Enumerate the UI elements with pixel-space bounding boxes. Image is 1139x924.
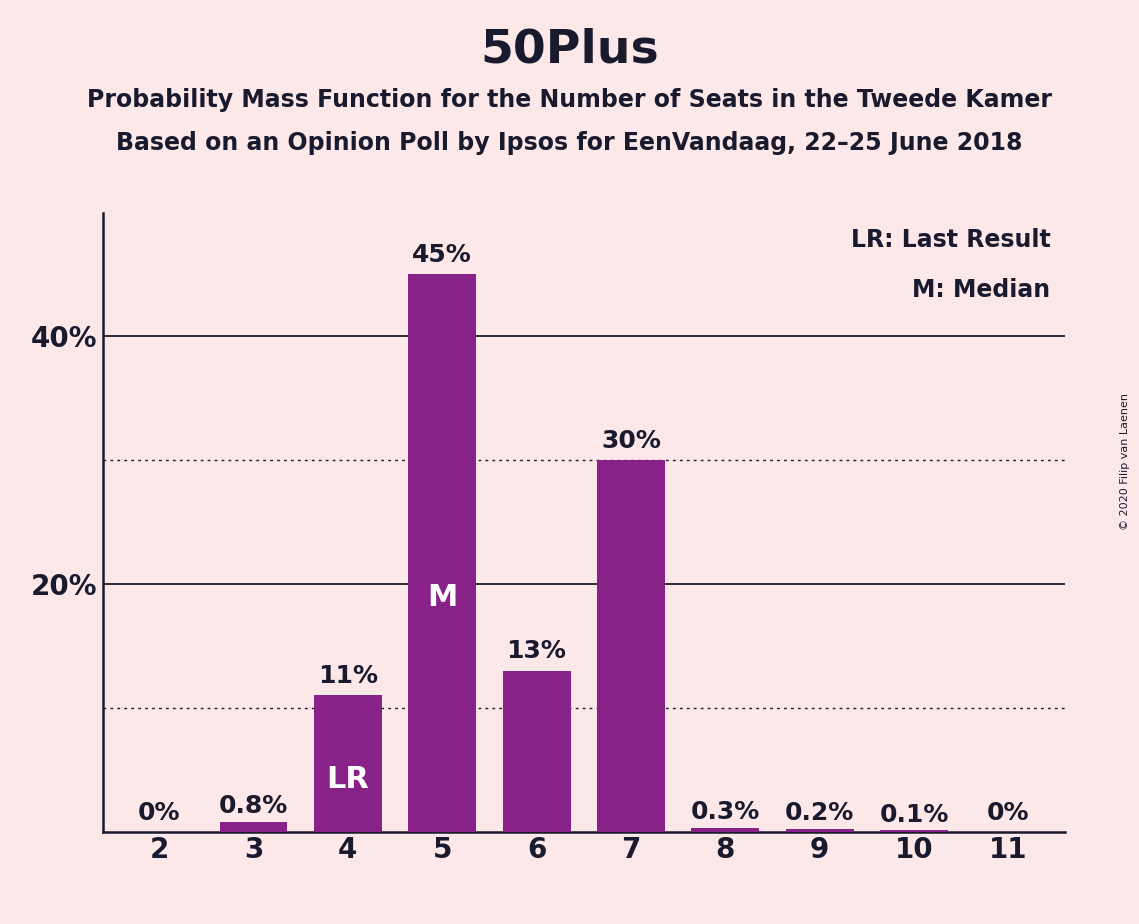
Text: Based on an Opinion Poll by Ipsos for EenVandaag, 22–25 June 2018: Based on an Opinion Poll by Ipsos for Ee… (116, 131, 1023, 155)
Text: 0.8%: 0.8% (219, 794, 288, 818)
Text: 0%: 0% (988, 801, 1030, 825)
Text: 13%: 13% (507, 639, 566, 663)
Text: LR: Last Result: LR: Last Result (851, 228, 1050, 252)
Bar (502, 671, 571, 832)
Text: 11%: 11% (318, 664, 378, 688)
Bar (597, 460, 665, 832)
Text: 0%: 0% (138, 801, 180, 825)
Text: 0.2%: 0.2% (785, 801, 854, 825)
Text: 50Plus: 50Plus (481, 28, 658, 73)
Text: LR: LR (327, 765, 369, 795)
Text: M: M (427, 583, 458, 612)
Text: 0.3%: 0.3% (690, 800, 760, 824)
Text: © 2020 Filip van Laenen: © 2020 Filip van Laenen (1121, 394, 1130, 530)
Text: Probability Mass Function for the Number of Seats in the Tweede Kamer: Probability Mass Function for the Number… (87, 88, 1052, 112)
Bar (880, 831, 948, 832)
Text: 0.1%: 0.1% (879, 803, 949, 827)
Bar (408, 274, 476, 832)
Text: 30%: 30% (601, 429, 661, 453)
Bar (786, 829, 853, 832)
Text: 45%: 45% (412, 243, 472, 267)
Bar (314, 696, 382, 832)
Bar (691, 828, 760, 832)
Bar (220, 821, 287, 832)
Text: M: Median: M: Median (912, 277, 1050, 301)
